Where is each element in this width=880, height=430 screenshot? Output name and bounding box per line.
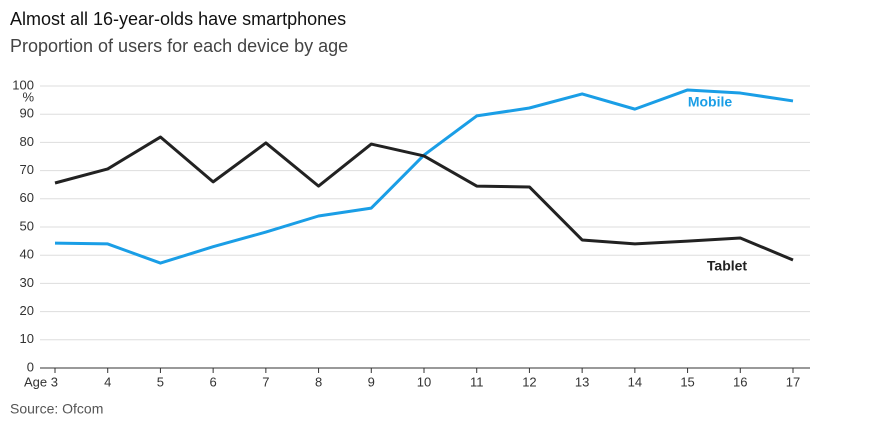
y-tick-label: 80 [20, 134, 34, 149]
y-unit: % [22, 89, 34, 104]
y-tick-label: 60 [20, 190, 34, 205]
chart-title: Almost all 16-year-olds have smartphones [10, 9, 346, 29]
y-tick-label: 100 [12, 77, 34, 92]
x-tick-label: 7 [262, 374, 269, 389]
x-tick-label: 10 [417, 374, 431, 389]
x-tick-label: 9 [368, 374, 375, 389]
x-tick-label: 15 [680, 374, 694, 389]
y-tick-label: 20 [20, 303, 34, 318]
chart-subtitle: Proportion of users for each device by a… [10, 36, 348, 56]
y-tick-label: 10 [20, 331, 34, 346]
x-tick-label: 11 [470, 374, 484, 389]
source: Source: Ofcom [10, 401, 103, 417]
x-tick-label: 16 [733, 374, 747, 389]
y-tick-label: 90 [20, 106, 34, 121]
y-tick-label: 50 [20, 218, 34, 233]
series-line [54, 88, 794, 265]
series-label: Tablet [707, 258, 748, 274]
x-tick-label: 8 [315, 374, 322, 389]
x-tick-label: 17 [786, 374, 800, 389]
x-tick-label: 13 [575, 374, 589, 389]
series-line [54, 135, 794, 262]
x-tick-label: 5 [157, 374, 164, 389]
y-tick-label: 0 [27, 359, 34, 374]
y-tick-label: 30 [20, 275, 34, 290]
x-tick-label: 4 [104, 374, 111, 389]
x-tick-label: 14 [628, 374, 642, 389]
x-tick-label: 6 [210, 374, 217, 389]
series-label: Mobile [688, 94, 733, 110]
y-tick-label: 70 [20, 162, 34, 177]
y-tick-label: 40 [20, 247, 34, 262]
x-tick-label: Age 3 [24, 374, 58, 389]
x-tick-label: 12 [522, 374, 536, 389]
